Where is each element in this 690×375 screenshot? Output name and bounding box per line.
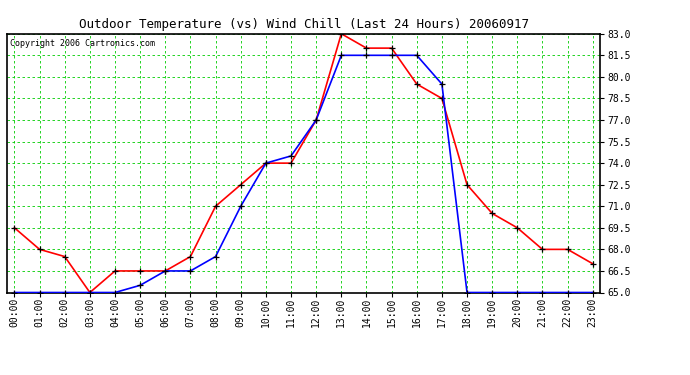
Title: Outdoor Temperature (vs) Wind Chill (Last 24 Hours) 20060917: Outdoor Temperature (vs) Wind Chill (Las…: [79, 18, 529, 31]
Text: Copyright 2006 Cartronics.com: Copyright 2006 Cartronics.com: [10, 39, 155, 48]
